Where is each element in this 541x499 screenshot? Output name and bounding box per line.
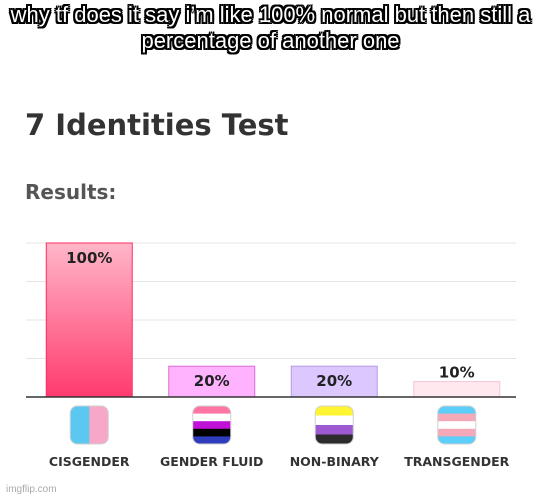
results-panel: 7 Identities Test Results: <box>0 92 541 499</box>
cisgender-flag-icon <box>70 406 109 444</box>
bar-non-binary <box>290 365 378 398</box>
bar-value-label: 100% <box>66 249 112 267</box>
bar-value-label: 10% <box>439 364 475 382</box>
category-label: NON-BINARY <box>290 454 380 469</box>
flag-border <box>437 405 477 445</box>
non-binary-flag-icon <box>315 406 354 444</box>
bar-value-label: 20% <box>316 372 352 390</box>
chart-subtitle: Results: <box>25 180 117 204</box>
bar-gender-fluid <box>168 365 256 398</box>
chart-title: 7 Identities Test <box>25 108 289 142</box>
meme-caption: why tf does it say i’m like 100% normal … <box>10 2 531 53</box>
imgflip-watermark: imgflip.com <box>6 484 57 495</box>
category-label: TRANSGENDER <box>404 454 509 469</box>
category-label: GENDER FLUID <box>160 454 263 469</box>
transgender-flag-icon <box>437 406 476 444</box>
bar-cisgender <box>45 242 133 398</box>
bar-transgender <box>413 381 501 398</box>
flag-border <box>314 405 354 445</box>
flag-border <box>69 405 109 445</box>
category-label: CISGENDER <box>49 454 130 469</box>
flag-border <box>192 405 232 445</box>
gender-fluid-flag-icon <box>192 406 231 444</box>
bar-value-label: 20% <box>194 372 230 390</box>
